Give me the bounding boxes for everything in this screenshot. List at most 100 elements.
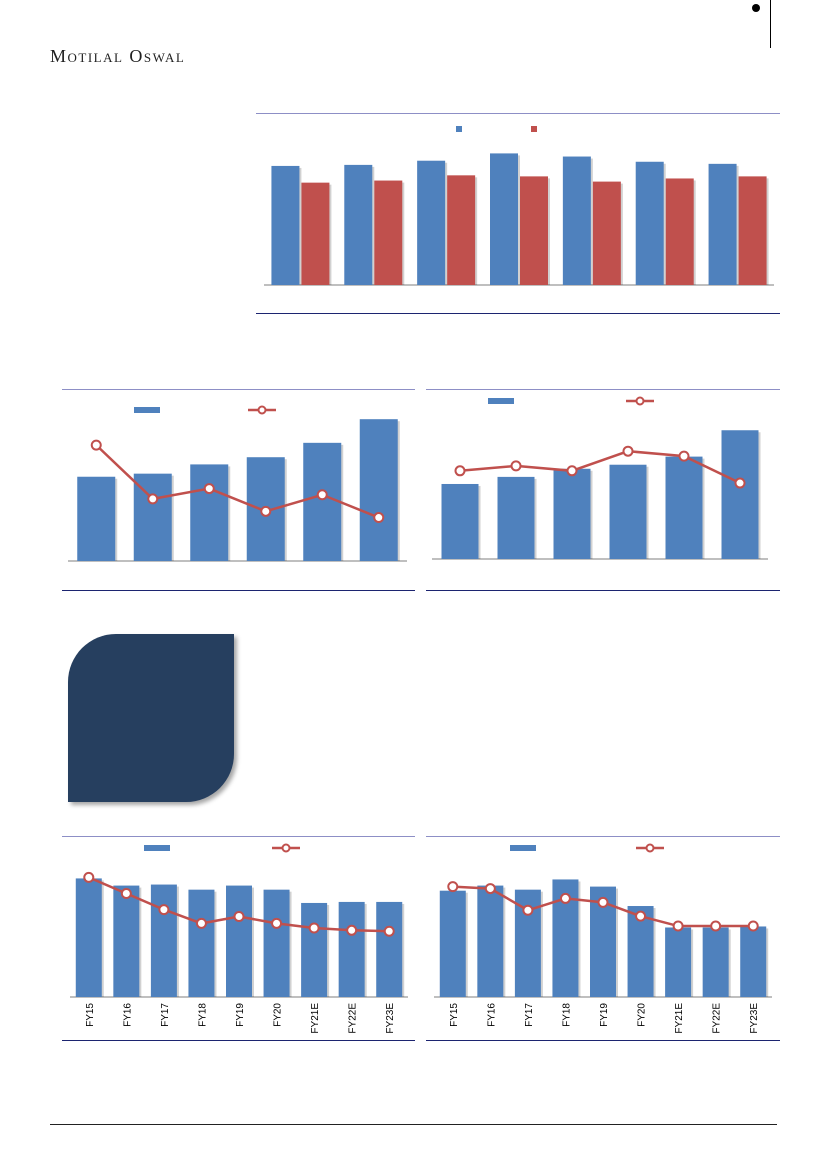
corner-dot [752, 4, 760, 12]
series-line [459, 449, 741, 485]
chart-mid-left-bottom-rule [62, 590, 415, 591]
bar-1-1 [75, 878, 102, 997]
bar-1-5 [303, 442, 342, 561]
bar-1-4 [188, 889, 215, 997]
chart-bot-right: FY15 FY16 FY17 FY18 FY19 FY20 FY21E FY22E FY23E [434, 843, 772, 1034]
line-point-3 [203, 483, 215, 495]
bar-1-5 [665, 456, 703, 559]
bar-1-3 [417, 160, 446, 285]
chart-mid-right [432, 396, 768, 560]
chart-bot-right-rule [426, 836, 780, 837]
line-point-6 [373, 512, 385, 524]
line-point-9 [383, 925, 395, 937]
line-point-5 [316, 489, 328, 501]
chart-top-bottom-rule [256, 313, 780, 314]
bar-1-7 [708, 163, 737, 285]
bar-1-1 [271, 165, 300, 285]
bar-1-7 [301, 902, 328, 997]
bar-1-5 [226, 885, 252, 997]
bar-1-8 [338, 901, 365, 997]
bar-2-5 [592, 181, 621, 285]
chart-bot-right-bottom-rule [426, 1040, 780, 1041]
bar-1-7 [665, 927, 692, 997]
bar-1-1 [77, 476, 116, 561]
line-point-6 [271, 917, 283, 929]
x-tick-label: FY16 [122, 1003, 133, 1027]
legend-swatch-series-2 [531, 126, 537, 132]
legend-swatch-marker [635, 396, 645, 406]
bar-1-4 [609, 464, 647, 559]
bar-2-3 [447, 175, 476, 285]
chart-top [264, 126, 774, 286]
x-tick-label: FY18 [197, 1003, 208, 1027]
line-point-9 [747, 920, 759, 932]
bar-1-2 [497, 476, 535, 559]
bar-2-2 [374, 180, 403, 285]
x-tick-label: FY18 [561, 1003, 572, 1027]
chart-mid-right-bottom-rule [426, 590, 780, 591]
bar-2-7 [738, 176, 767, 285]
series-line [95, 444, 380, 519]
footer-rule [50, 1124, 777, 1125]
bar-1-4 [490, 153, 518, 285]
chart-top-rule [256, 113, 780, 114]
bar-1-2 [113, 885, 140, 997]
x-tick-label: FY22E [712, 1003, 723, 1034]
x-tick-label: FY20 [637, 1003, 648, 1027]
line-point-3 [566, 465, 578, 477]
chart-bot-left: FY15 FY16 FY17 FY18 FY19 FY20 FY21E FY22E FY23E [70, 843, 408, 1034]
x-tick-label: FY23E [385, 1003, 396, 1034]
line-point-4 [260, 505, 272, 517]
line-point-8 [346, 924, 358, 936]
line-point-5 [233, 911, 245, 922]
line-point-5 [678, 450, 690, 462]
line-point-2 [120, 888, 132, 899]
chart-mid-left-rule [62, 389, 415, 390]
line-point-1 [83, 871, 95, 883]
line-point-8 [710, 920, 722, 932]
legend-swatch-bars [134, 407, 160, 413]
line-point-4 [622, 445, 634, 457]
x-tick-label: FY22E [348, 1003, 359, 1034]
bar-1-6 [721, 430, 759, 559]
x-tick-label: FY19 [235, 1003, 246, 1027]
bar-1-6 [263, 889, 290, 997]
x-tick-label: FY21E [310, 1003, 321, 1034]
legend-swatch-series-1 [456, 126, 462, 132]
bar-1-3 [553, 468, 591, 559]
line-point-1 [454, 465, 466, 477]
line-point-2 [484, 883, 496, 895]
bar-1-5 [562, 156, 591, 285]
bar-1-2 [344, 164, 373, 285]
chart-bot-left-rule [62, 836, 415, 837]
line-point-5 [597, 896, 609, 908]
brand-logo: Motilal Oswal [50, 46, 186, 66]
x-tick-label: FY16 [486, 1003, 497, 1027]
x-tick-label: FY21E [674, 1003, 685, 1034]
line-point-2 [510, 460, 522, 472]
bar-1-6 [359, 419, 398, 561]
bar-1-3 [150, 884, 177, 997]
line-point-2 [147, 493, 159, 505]
x-tick-label: FY19 [599, 1003, 610, 1027]
legend-swatch-bars [144, 845, 170, 851]
bar-1-3 [190, 464, 229, 561]
legend-swatch-marker [645, 843, 655, 853]
bar-1-6 [635, 161, 664, 285]
x-tick-label: FY23E [749, 1003, 760, 1034]
corner-line [770, 0, 771, 48]
line-point-1 [447, 881, 459, 893]
chart-mid-left [68, 405, 407, 562]
x-tick-label: FY15 [449, 1003, 460, 1027]
legend-swatch-marker [257, 405, 267, 415]
bar-1-8 [702, 927, 729, 997]
legend-swatch-bars [510, 845, 536, 851]
line-point-1 [90, 439, 102, 451]
x-tick-label: FY17 [524, 1003, 535, 1027]
bar-1-2 [477, 885, 504, 997]
x-tick-label: FY20 [273, 1003, 284, 1027]
line-point-3 [158, 904, 170, 916]
legend-swatch-marker [281, 843, 291, 853]
chart-mid-right-rule [426, 389, 780, 390]
line-point-6 [635, 910, 647, 922]
